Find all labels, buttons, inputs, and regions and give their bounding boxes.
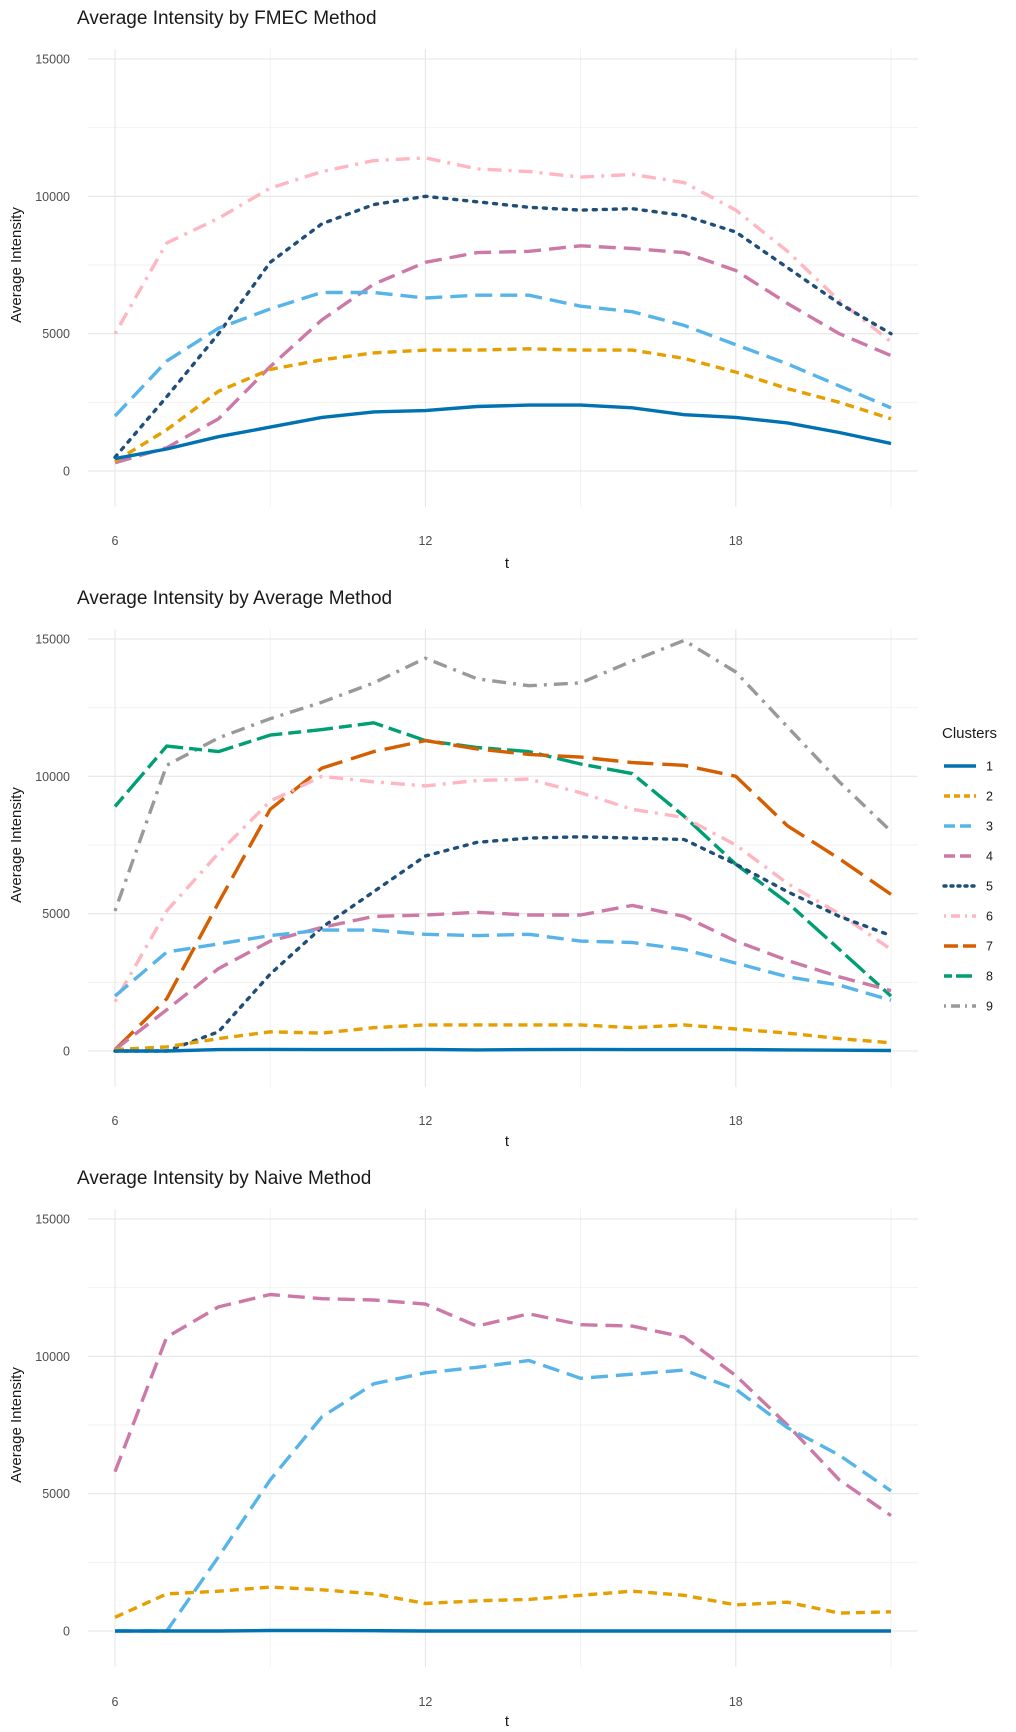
y-tick-label: 10000 <box>35 1350 70 1364</box>
y-tick-label: 0 <box>63 465 70 479</box>
legend-item-8: 8 <box>944 970 993 984</box>
chart-panel-2: Average Intensity by Average Method 0 5000… <box>8 588 918 1150</box>
legend-label: 6 <box>986 910 993 924</box>
x-tick-label: 12 <box>418 1695 432 1709</box>
x-tick-label: 18 <box>729 1695 743 1709</box>
chart-panel-1: Average Intensity by FMEC Method 0 5000 100… <box>8 8 918 572</box>
series-line-cluster-2 <box>114 1023 892 1052</box>
y-tick-label: 0 <box>63 1045 70 1059</box>
x-tick-label: 6 <box>112 1114 119 1128</box>
series-line-cluster-3 <box>113 928 892 1002</box>
y-tick-label: 0 <box>63 1625 70 1639</box>
legend-label: 1 <box>986 760 993 774</box>
legend-item-7: 7 <box>944 940 993 954</box>
y-axis-label: Average Intensity <box>8 787 25 903</box>
series-line-cluster-1 <box>115 1047 892 1053</box>
legend-label: 5 <box>986 880 993 894</box>
y-tick-label: 15000 <box>35 633 70 647</box>
legend-label: 7 <box>986 940 993 954</box>
series-line-cluster-9 <box>113 638 893 912</box>
x-tick-label: 18 <box>729 534 743 548</box>
y-tick-label: 15000 <box>35 1213 70 1227</box>
series-line-cluster-5 <box>113 194 893 459</box>
legend-label: 2 <box>986 790 993 804</box>
legend-item-2: 2 <box>944 790 993 804</box>
x-tick-label: 6 <box>112 534 119 548</box>
series-line-cluster-5 <box>113 835 893 1053</box>
y-tick-label: 10000 <box>35 190 70 204</box>
y-tick-label: 5000 <box>42 1487 70 1501</box>
x-tick-label: 18 <box>729 1114 743 1128</box>
y-tick-label: 15000 <box>35 53 70 67</box>
x-axis-label: t <box>505 555 510 572</box>
x-axis-label: t <box>505 1713 510 1730</box>
series-line-cluster-3 <box>113 290 892 418</box>
series-line-cluster-4 <box>114 244 892 465</box>
y-axis-label: Average Intensity <box>8 207 25 323</box>
series-line-cluster-4 <box>113 903 892 1051</box>
chart-title: Average Intensity by Naive Method <box>77 1168 371 1189</box>
legend-label: 4 <box>986 850 993 864</box>
series-line-cluster-2 <box>114 347 892 463</box>
legend-item-1: 1 <box>944 760 993 774</box>
legend-label: 9 <box>986 1000 993 1014</box>
legend: Clusters 1 2 3 4 5 6 7 8 9 <box>942 725 997 1014</box>
y-tick-label: 5000 <box>42 907 70 921</box>
y-tick-label: 5000 <box>42 327 70 341</box>
series-line-cluster-7 <box>113 738 892 1051</box>
series-line-cluster-6 <box>113 774 892 1003</box>
x-axis-label: t <box>505 1133 510 1150</box>
series-line-cluster-4 <box>113 1292 892 1517</box>
y-tick-label: 10000 <box>35 770 70 784</box>
chart-panel-3: Average Intensity by Naive Method 0 5000 10… <box>8 1168 918 1730</box>
legend-item-9: 9 <box>944 1000 993 1014</box>
legend-item-3: 3 <box>944 820 993 834</box>
legend-title: Clusters <box>942 725 997 742</box>
series-line-cluster-1 <box>115 1628 891 1633</box>
legend-label: 3 <box>986 820 993 834</box>
x-tick-label: 12 <box>418 534 432 548</box>
chart-title: Average Intensity by Average Method <box>77 588 392 609</box>
series-line-cluster-6 <box>113 156 893 344</box>
legend-label: 8 <box>986 970 993 984</box>
x-tick-label: 12 <box>418 1114 432 1128</box>
series-line-cluster-1 <box>114 403 892 461</box>
legend-item-5: 5 <box>942 880 993 894</box>
legend-item-4: 4 <box>944 850 993 864</box>
series-line-cluster-3 <box>115 1358 892 1633</box>
chart-title: Average Intensity by FMEC Method <box>77 8 377 29</box>
series-line-cluster-2 <box>114 1585 892 1619</box>
y-axis-label: Average Intensity <box>8 1367 25 1483</box>
x-tick-label: 6 <box>112 1695 119 1709</box>
series-line-cluster-8 <box>113 721 893 998</box>
legend-item-6: 6 <box>944 910 993 924</box>
